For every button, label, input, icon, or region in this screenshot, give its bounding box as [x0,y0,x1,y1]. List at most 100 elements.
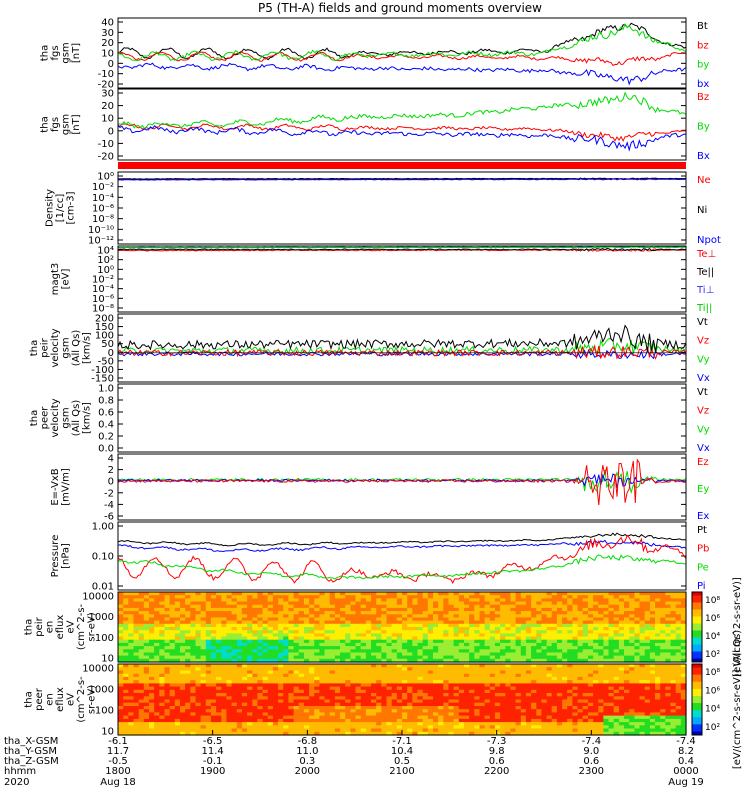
heatmap-cell [629,649,635,654]
heatmap-cell [205,595,212,599]
heatmap-cell [427,617,434,622]
heatmap-cell [448,627,455,631]
heatmap-cell [159,623,166,628]
ytick-label: 0.8 [98,396,114,407]
heatmap-cell [567,611,573,615]
heatmap-cell [272,680,279,684]
heatmap-cell [180,614,186,619]
heatmap-cell [365,639,372,644]
heatmap-cell [309,592,315,596]
heatmap-cell [123,699,129,704]
heatmap-cell [371,670,377,675]
heatmap-cell [608,642,615,647]
heatmap-cell [371,699,377,704]
heatmap-cell [577,604,584,609]
heatmap-cell [500,601,506,606]
legend-entry: Vx [697,373,710,384]
heatmap-cell [587,595,594,599]
heatmap-cell [618,658,625,663]
heatmap-cell [257,649,264,654]
heatmap-cell [510,706,517,710]
heatmap-cell [479,673,486,678]
heatmap-cell [210,630,217,634]
heatmap-cell [216,670,222,675]
heatmap-cell [309,642,315,647]
heatmap-cell [381,664,388,668]
heatmap-cell [469,607,475,612]
heatmap-cell [572,680,579,684]
heatmap-cell [443,664,450,668]
heatmap-cell [123,636,129,641]
heatmap-cell [381,617,388,622]
heatmap-cell [247,696,253,701]
heatmap-cell [149,728,155,733]
heatmap-cell [577,601,584,606]
heatmap-cell [231,636,238,641]
heatmap-cell [593,652,599,657]
heatmap-cell [520,655,527,660]
heatmap-cell [649,642,656,647]
heatmap-cell [355,709,362,713]
heatmap-cell [551,592,558,596]
heatmap-cell [324,712,331,717]
heatmap-cell [494,642,501,647]
heatmap-cell [345,725,351,730]
heatmap-cell [567,689,573,694]
heatmap-cell [247,607,253,612]
heatmap-cell [536,709,543,713]
heatmap-cell [149,670,155,675]
heatmap-cell [520,620,527,625]
heatmap-cell [577,646,584,650]
heatmap-cell [407,630,413,634]
heatmap-cell [231,693,238,697]
heatmap-cell [665,683,672,688]
heatmap-cell [525,611,532,615]
heatmap-cell [309,646,315,650]
heatmap-cell [618,607,625,612]
heatmap-cell [448,712,455,717]
heatmap-cell [541,623,548,628]
heatmap-cell [417,627,424,631]
heatmap-cell [365,686,372,691]
heatmap-cell [541,722,548,726]
heatmap-cell [587,670,594,675]
heatmap-cell [494,611,501,615]
heatmap-cell [484,699,491,704]
heatmap-cell [649,639,656,644]
heatmap-cell [510,658,517,663]
heatmap-cell [391,617,398,622]
heatmap-cell [200,709,207,713]
heatmap-cell [241,722,248,726]
heatmap-cell [386,658,393,663]
heatmap-cell [484,676,491,681]
heatmap-cell [520,649,527,654]
heatmap-cell [241,627,248,631]
heatmap-cell [340,649,346,654]
heatmap-cell [598,722,604,726]
heatmap-cell [262,715,269,720]
heatmap-cell [474,636,481,641]
heatmap-cell [624,712,630,717]
heatmap-cell [164,725,171,730]
heatmap-cell [309,611,315,615]
heatmap-cell [267,689,274,694]
heatmap-cell [221,706,228,710]
heatmap-cell [174,598,181,603]
heatmap-cell [360,601,367,606]
heatmap-cell [386,664,393,668]
heatmap-cell [660,636,666,641]
heatmap-cell [169,676,176,681]
heatmap-cell [412,718,419,723]
heatmap-cell [531,614,537,619]
heatmap-cell [200,620,207,625]
heatmap-cell [149,601,155,606]
heatmap-cell [680,683,687,688]
heatmap-cell [484,592,491,596]
heatmap-cell [278,689,284,694]
heatmap-cell [278,639,284,644]
heatmap-cell [345,627,351,631]
heatmap-cell [546,617,553,622]
heatmap-cell [293,601,300,606]
heatmap-cell [210,670,217,675]
heatmap-cell [624,623,630,628]
